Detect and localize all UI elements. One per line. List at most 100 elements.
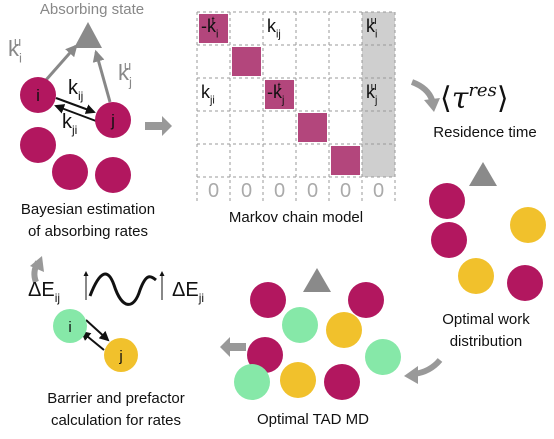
label-base: k: [366, 82, 376, 102]
diag-cell: [265, 80, 294, 109]
node-label: j: [110, 111, 115, 130]
matrix-zero: 0: [274, 180, 285, 202]
rate-label: kiu: [366, 15, 377, 41]
matrix-zero: 0: [307, 180, 318, 202]
particle: [431, 222, 467, 258]
edge: [54, 104, 97, 122]
rate-label: kji: [201, 82, 215, 106]
caption: distribution: [450, 333, 523, 350]
rate-label: -kjt: [267, 81, 284, 107]
label-sup: u: [371, 81, 377, 93]
label-base: k: [201, 82, 211, 102]
flow-arrow: [410, 79, 435, 102]
caption: calculation for rates: [51, 412, 181, 429]
caption: Bayesian estimation: [21, 201, 155, 218]
label-base: k: [68, 77, 79, 99]
caption: Optimal work: [442, 311, 530, 328]
node: [20, 127, 56, 163]
gray-cell: [362, 78, 395, 111]
particle: [458, 258, 494, 294]
matrix-zero: 0: [373, 180, 384, 202]
flow-arrow: [220, 337, 246, 357]
label-sub: j: [374, 94, 377, 106]
edge: [92, 49, 112, 103]
gray-cell: [362, 111, 395, 144]
flow-arrow: [404, 366, 418, 384]
triangle: [303, 268, 331, 292]
label-sup: u: [371, 15, 377, 27]
diag-cell: [232, 47, 261, 76]
caption: Markov chain model: [229, 209, 363, 226]
label-sup: t: [278, 81, 281, 93]
caption: Barrier and prefactor: [47, 390, 185, 407]
particle: [280, 362, 316, 398]
rate-label: kij: [267, 16, 281, 40]
matrix: [196, 11, 396, 201]
label-base: k: [118, 60, 130, 85]
diag-cell: [199, 14, 228, 43]
rate-label: -kit: [201, 15, 218, 41]
label-base: k: [8, 36, 20, 61]
flow-arrow: [424, 98, 440, 112]
edge: [80, 330, 105, 351]
matrix-zero: 0: [340, 180, 351, 202]
node: [95, 157, 131, 193]
rate-label: kiu: [8, 34, 22, 66]
particle: [510, 207, 546, 243]
label-base: ΔE: [28, 279, 55, 301]
node: [95, 102, 131, 138]
node: [52, 154, 88, 190]
label-sub: ji: [71, 123, 77, 137]
particle: [234, 364, 270, 400]
label-sub: j: [128, 75, 132, 90]
triangle: [469, 162, 497, 186]
rate-label: kij: [68, 77, 83, 103]
caption: of absorbing rates: [28, 223, 148, 240]
edge: [55, 97, 96, 114]
rate-label: ΔEji: [172, 279, 204, 305]
symbol-base: τ: [452, 81, 469, 116]
node: [20, 77, 56, 113]
label-sub: i: [375, 28, 377, 40]
particle: [507, 265, 543, 301]
label-sup: t: [212, 15, 215, 27]
node: [104, 338, 138, 372]
rate-label: kji: [62, 111, 77, 137]
node-label: j: [118, 348, 122, 365]
node: [53, 309, 87, 343]
state-label: Absorbing state: [40, 1, 144, 18]
symbol-sup: res: [468, 80, 497, 101]
caption: Residence time: [433, 124, 536, 141]
particle: [282, 307, 318, 343]
particle: [326, 312, 362, 348]
label-base: k: [62, 111, 73, 133]
rate-label: kju: [118, 58, 132, 90]
label-base: k: [267, 16, 277, 36]
label-sub: ij: [55, 291, 60, 305]
edge: [85, 319, 110, 342]
particle: [250, 282, 286, 318]
residence-symbol: ⟨τres⟩: [440, 80, 509, 116]
matrix-zero: 0: [208, 180, 219, 202]
label-sup: u: [14, 34, 21, 49]
edge: [44, 44, 78, 81]
caption: Optimal TAD MD: [257, 411, 369, 428]
label-sub: ij: [276, 28, 281, 40]
diag-cell: [298, 113, 327, 142]
label-sup: u: [124, 58, 131, 73]
flow-arrow: [30, 256, 44, 272]
node-label: i: [36, 86, 40, 105]
absorbing-triangle: [74, 22, 102, 48]
flow-arrow: [145, 116, 172, 136]
label-base: ΔE: [172, 279, 199, 301]
particle: [429, 183, 465, 219]
label-sub: j: [281, 94, 284, 106]
label-base: -k: [201, 16, 217, 36]
label-sub: ij: [78, 89, 83, 103]
rate-label: ΔEij: [28, 279, 60, 305]
label-sub: ji: [209, 94, 215, 106]
rate-label: kju: [366, 81, 377, 107]
gray-cell: [362, 12, 395, 45]
label-base: k: [366, 16, 376, 36]
